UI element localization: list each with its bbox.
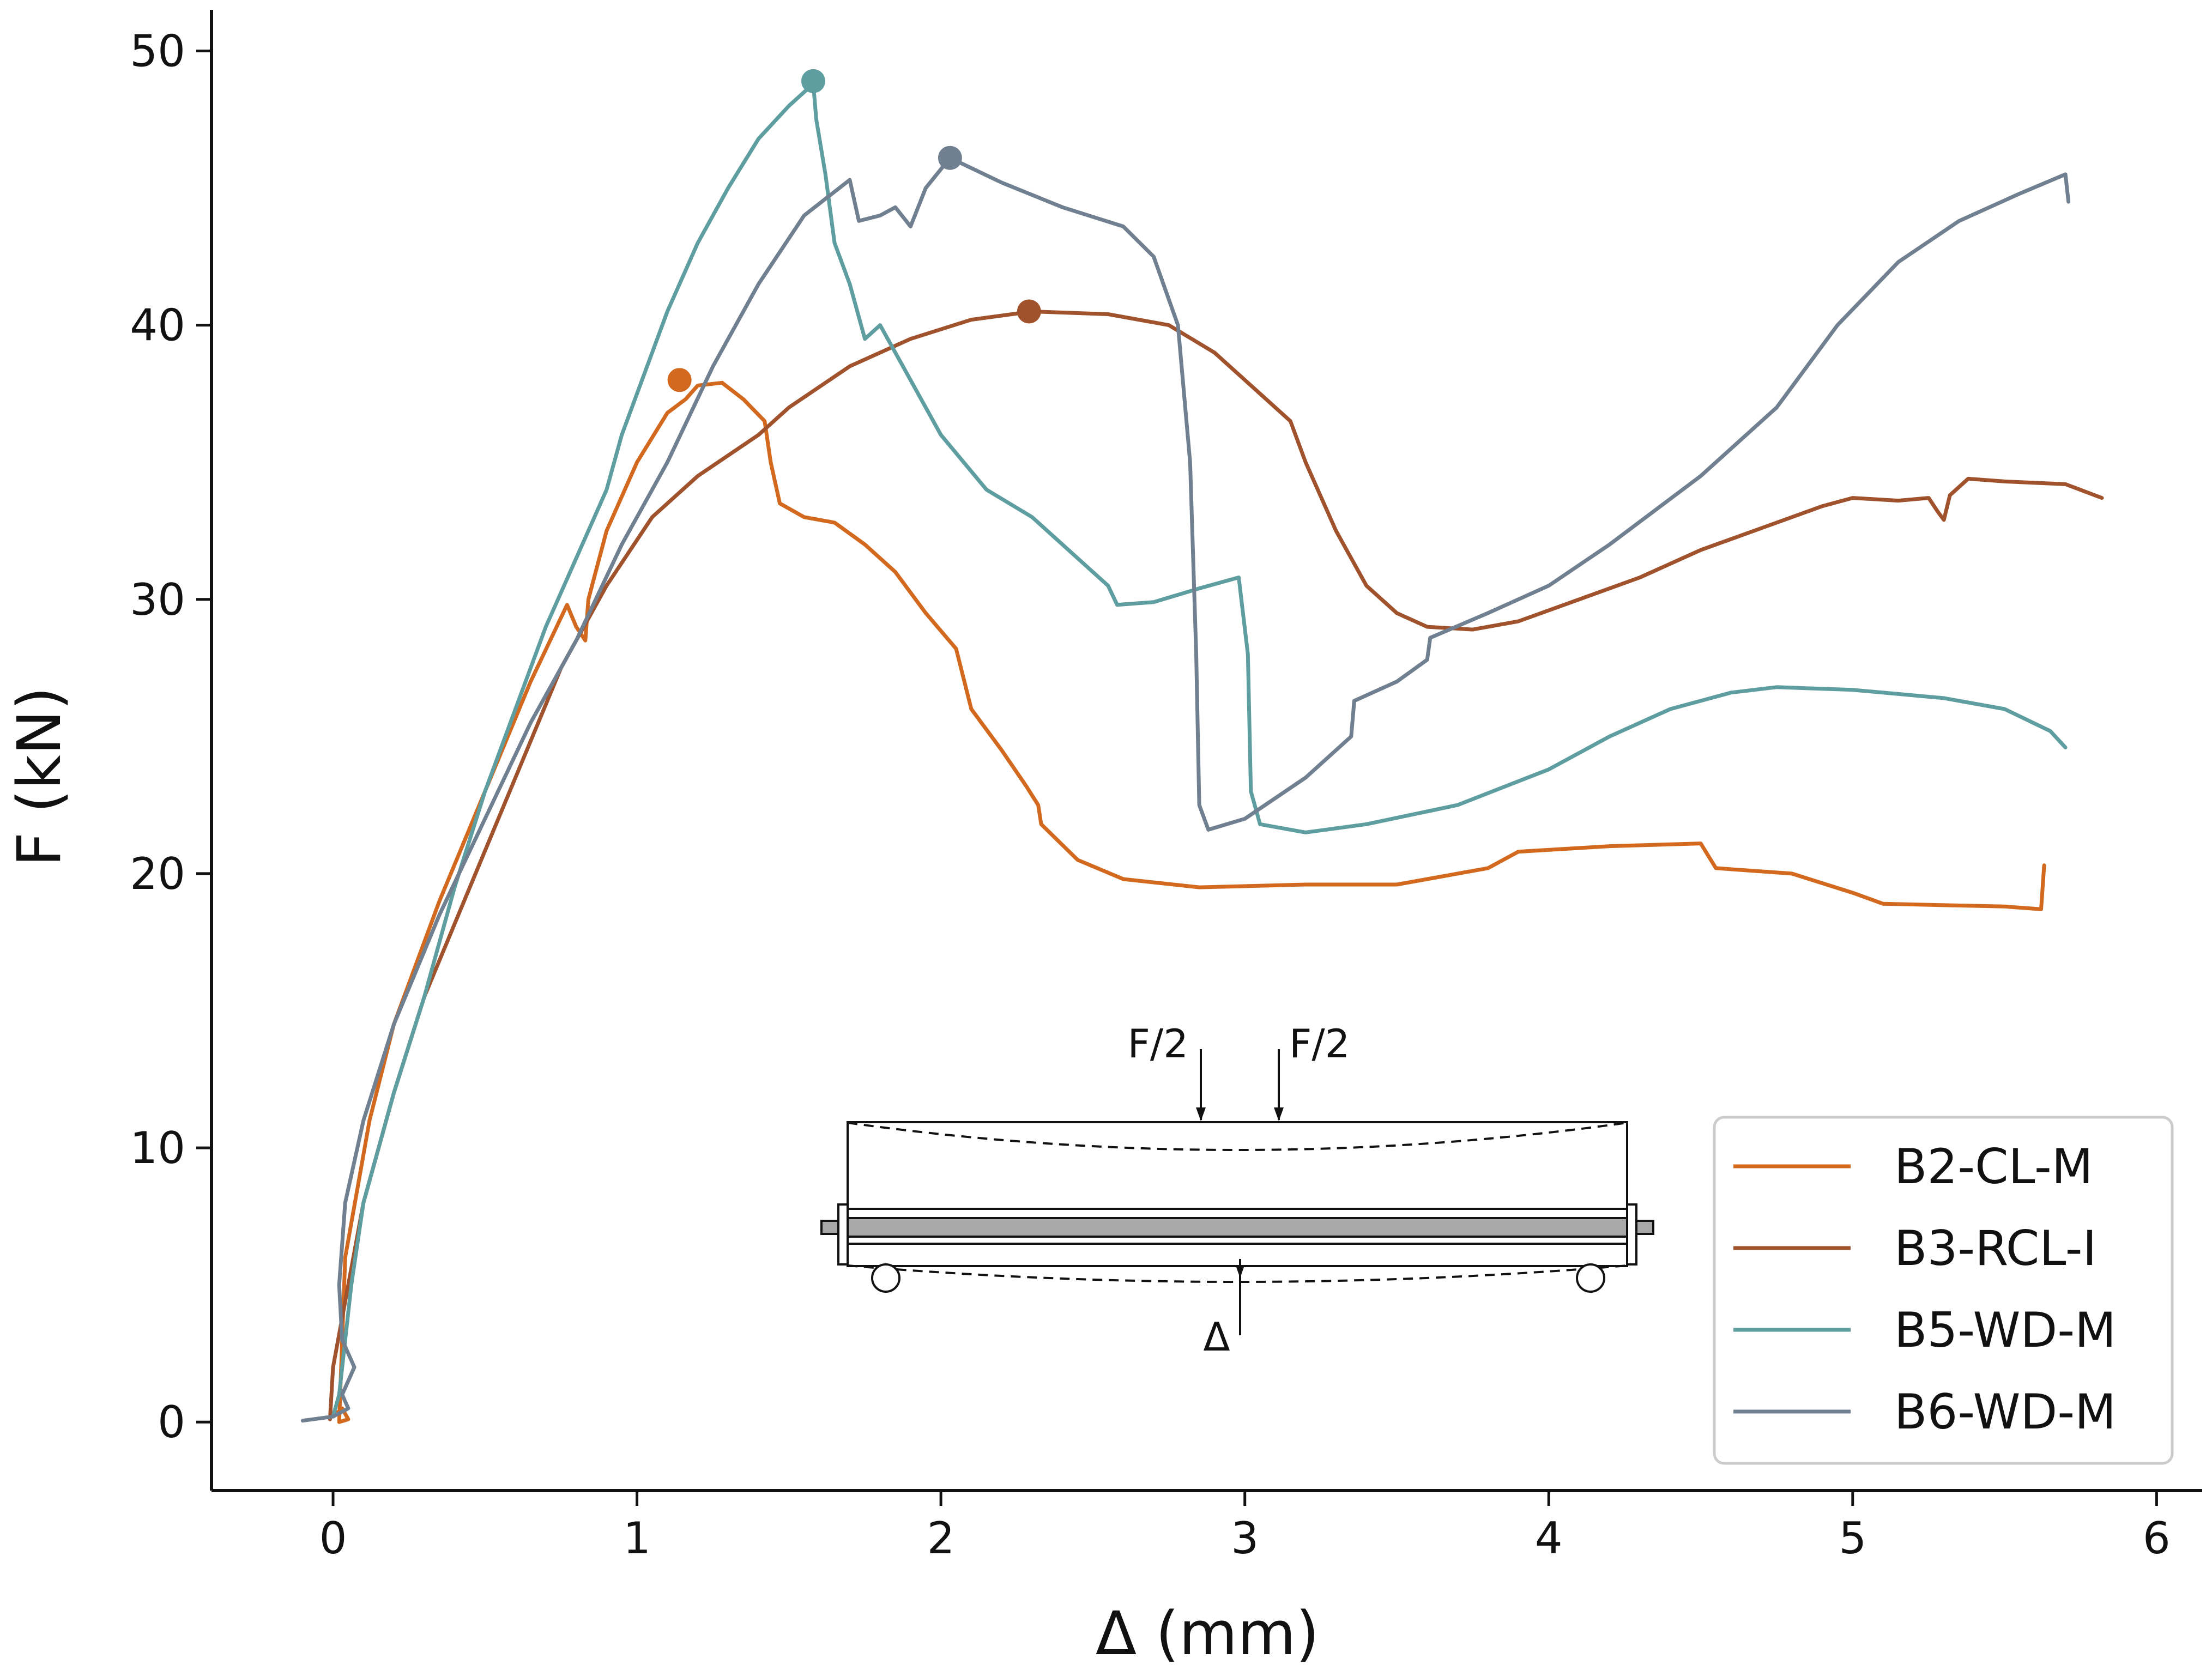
y-tick-label: 10 [130, 1123, 185, 1173]
peak-marker-b2-cl-m [667, 368, 692, 392]
arrow-head-icon [1236, 1267, 1244, 1278]
legend-frame [1713, 1116, 2174, 1465]
load-label-right: F/2 [1289, 1021, 1350, 1067]
peak-markers [667, 69, 1041, 392]
x-tick-label: 4 [1535, 1513, 1563, 1564]
bolt-left [820, 1220, 839, 1235]
x-tick-label: 1 [623, 1513, 651, 1564]
deflected-shape-bottom [847, 1264, 1628, 1283]
support-roller-left [871, 1263, 900, 1293]
beam-schematic: F/2 F/2 Δ [820, 1021, 1654, 1360]
peak-marker-b3-rcl-i [1017, 299, 1041, 324]
arrow-head-icon [1196, 1107, 1206, 1121]
y-axis-label: F (kN) [4, 687, 74, 867]
x-tick-label: 3 [1231, 1513, 1259, 1564]
x-tick-label: 0 [319, 1513, 347, 1564]
bolt-right [1635, 1220, 1654, 1235]
legend-label: B6-WD-M [1894, 1384, 2116, 1440]
x-tick-label: 2 [927, 1513, 955, 1564]
peak-marker-b6-wd-m [938, 146, 962, 170]
y-tick-label: 20 [130, 849, 185, 899]
x-tick-label: 6 [2143, 1513, 2171, 1564]
end-plate-right [1626, 1203, 1637, 1266]
support-roller-right [1576, 1263, 1605, 1293]
beam-outline [847, 1121, 1628, 1267]
y-tick-label: 50 [130, 26, 185, 76]
x-axis-label: Δ (mm) [1096, 1599, 1319, 1665]
arrow-head-icon [1274, 1107, 1284, 1121]
ticks: 0 1 2 3 4 5 6 0 10 20 30 40 50 [130, 26, 2171, 1564]
axes [210, 10, 2202, 1492]
series-line-b6-wd-m [300, 156, 2071, 1423]
series-lines [300, 82, 2104, 1424]
load-label-left: F/2 [1128, 1021, 1188, 1067]
y-tick-label: 30 [130, 574, 185, 625]
series-line-b5-wd-m [331, 82, 2068, 1419]
legend-label: B3-RCL-I [1894, 1220, 2097, 1276]
legend-label: B2-CL-M [1894, 1139, 2093, 1195]
legend-label: B5-WD-M [1894, 1302, 2116, 1358]
series-line-b3-rcl-i [328, 310, 2104, 1421]
reinforcement-bar [847, 1217, 1628, 1238]
y-tick-label: 40 [130, 300, 185, 351]
x-tick-label: 5 [1839, 1513, 1866, 1564]
end-plate-left [837, 1203, 849, 1266]
legend: B2-CL-M B3-RCL-I B5-WD-M B6-WD-M [1713, 1116, 2174, 1465]
deflection-label: Δ [1203, 1314, 1230, 1360]
peak-marker-b5-wd-m [801, 69, 825, 93]
y-tick-label: 0 [158, 1397, 185, 1448]
deflected-shape-top [847, 1122, 1628, 1151]
